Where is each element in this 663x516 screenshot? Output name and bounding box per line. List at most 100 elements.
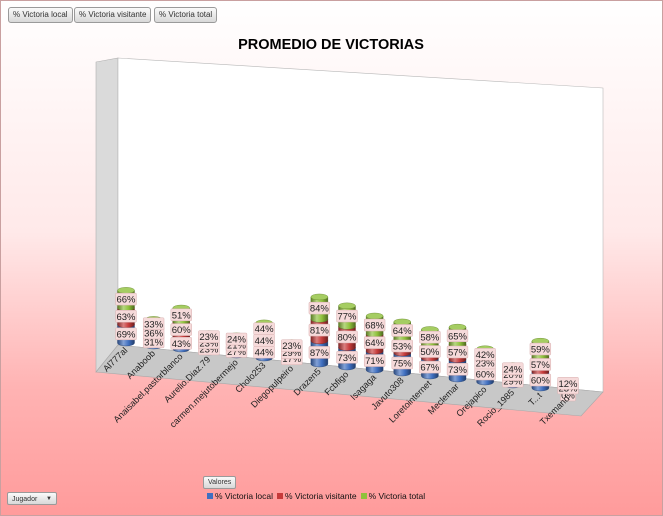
data-label-2-7: 84%	[308, 301, 331, 315]
data-label-1-7: 81%	[308, 323, 331, 337]
bar-stack-5: 44%44%44%	[253, 319, 275, 362]
svg-text:67%: 67%	[420, 363, 440, 374]
bar-stack-9: 71% 64% 68%	[363, 312, 386, 374]
data-label-2-6: 23%	[281, 339, 303, 352]
legend-item-visitante: % Victoria visitante	[276, 491, 357, 501]
data-label-2-9: 68%	[363, 318, 386, 332]
svg-text:63%: 63%	[116, 312, 136, 323]
svg-text:57%: 57%	[448, 348, 468, 359]
data-label-1-11: 50%	[419, 345, 441, 358]
svg-text:23%: 23%	[199, 344, 219, 355]
legend-swatch-local	[207, 493, 213, 499]
svg-text:57%: 57%	[531, 360, 551, 371]
svg-text:29%: 29%	[503, 377, 523, 388]
data-label-2-4: 24%	[225, 332, 248, 346]
data-label-1-0: 63%	[115, 310, 137, 323]
svg-text:51%: 51%	[172, 310, 192, 321]
chevron-down-icon: ▼	[46, 496, 52, 502]
svg-text:75%: 75%	[393, 359, 413, 370]
bars-group: 69%63%66%31%36%33%43%60%51%23%23%23%27%2…	[115, 287, 579, 402]
svg-text:20%: 20%	[503, 370, 523, 381]
svg-text:80%: 80%	[337, 332, 357, 343]
legend-swatch-total	[360, 493, 367, 499]
legend: % Victoria local % Victoria visitante % …	[207, 491, 425, 501]
svg-text:53%: 53%	[393, 342, 413, 353]
data-label-0-13: 60%	[474, 367, 496, 381]
data-label-1-10: 53%	[391, 339, 413, 353]
data-label-1-9: 64%	[363, 336, 386, 349]
svg-text:87%: 87%	[310, 348, 330, 359]
svg-text:23%: 23%	[199, 332, 219, 343]
legend-label-visitante: % Victoria visitante	[284, 491, 357, 501]
data-label-2-2: 51%	[170, 308, 192, 321]
data-label-0-7: 87%	[308, 346, 331, 359]
bar-stack-8: 73% 80% 77%	[336, 302, 358, 371]
bar-stack-1: 31%36%33%	[142, 316, 165, 350]
svg-text:60%: 60%	[531, 376, 551, 387]
bar-stack-10: 75% 53% 64%	[391, 318, 413, 377]
svg-text:17%: 17%	[282, 354, 302, 365]
svg-text:27%: 27%	[227, 347, 247, 358]
svg-text:68%: 68%	[365, 321, 385, 332]
svg-text:73%: 73%	[337, 353, 357, 364]
svg-text:65%: 65%	[448, 331, 468, 342]
data-label-2-1: 33%	[142, 317, 165, 330]
svg-text:36%: 36%	[144, 328, 164, 339]
data-label-0-0: 69%	[115, 327, 137, 340]
svg-text:44%: 44%	[255, 336, 275, 347]
bar-stack-11: 67% 50% 58%	[419, 326, 441, 380]
data-label-0-11: 67%	[419, 360, 441, 374]
svg-text:24%: 24%	[503, 364, 523, 375]
data-label-1-2: 60%	[170, 323, 192, 336]
data-label-1-5: 44%	[253, 334, 275, 347]
bar-stack-0: 69% 63% 66%	[115, 287, 137, 347]
svg-text:81%: 81%	[310, 326, 330, 337]
svg-text:29%: 29%	[282, 348, 302, 359]
svg-text:44%: 44%	[255, 348, 275, 359]
svg-text:12%: 12%	[558, 379, 578, 390]
svg-text:23%: 23%	[282, 341, 302, 352]
svg-text:23%: 23%	[199, 338, 219, 349]
legend-item-total: % Victoria total	[360, 491, 426, 501]
svg-text:66%: 66%	[116, 295, 136, 306]
bar-stack-2: 43% 60% 51%	[170, 304, 192, 353]
data-label-2-12: 65%	[446, 329, 469, 342]
jugador-field-dropdown[interactable]: Jugador ▼	[7, 492, 57, 505]
data-label-2-0: 66%	[115, 292, 137, 306]
bar-stack-3: 23%23%23%	[198, 330, 220, 355]
legend-swatch-visitante	[276, 493, 283, 499]
svg-text:33%: 33%	[144, 319, 164, 330]
data-label-0-5: 44%	[253, 345, 275, 359]
jugador-field-label: Jugador	[12, 496, 38, 503]
chart-floor	[95, 344, 604, 417]
data-label-0-9: 71%	[363, 354, 386, 367]
data-label-2-8: 77%	[336, 309, 358, 323]
chart-side-wall	[95, 57, 119, 373]
filter-button-victoria-visitante[interactable]: % Victoria visitante	[74, 7, 152, 23]
svg-text:84%: 84%	[310, 304, 330, 315]
svg-text:42%: 42%	[476, 350, 496, 361]
svg-text:24%: 24%	[227, 335, 247, 346]
valores-field-button[interactable]: Valores	[203, 476, 237, 489]
legend-label-local: % Victoria local	[215, 491, 273, 501]
data-label-0-2: 43%	[170, 337, 192, 350]
data-label-2-14: 24%	[502, 362, 524, 375]
data-label-2-3: 23%	[198, 330, 220, 343]
filter-button-victoria-total[interactable]: % Victoria total	[154, 7, 218, 23]
svg-text:50%: 50%	[420, 347, 440, 358]
data-label-1-15: 57%	[529, 358, 552, 371]
bar-stack-15: 60% 57% 59%	[529, 337, 552, 392]
data-label-2-13: 42%	[474, 348, 496, 361]
svg-text:21%: 21%	[227, 341, 247, 352]
svg-text:0%: 0%	[561, 391, 575, 402]
data-label-1-8: 80%	[336, 330, 358, 343]
data-label-0-8: 73%	[336, 351, 358, 364]
svg-text:73%: 73%	[448, 365, 468, 376]
legend-label-total: % Victoria total	[368, 491, 426, 501]
data-label-0-10: 75%	[391, 356, 413, 370]
filter-button-victoria-local[interactable]: % Victoria local	[8, 7, 73, 23]
data-label-1-12: 57%	[446, 345, 469, 359]
svg-text:69%: 69%	[116, 329, 136, 340]
data-label-2-5: 44%	[253, 322, 275, 335]
svg-text:23%: 23%	[476, 358, 496, 369]
